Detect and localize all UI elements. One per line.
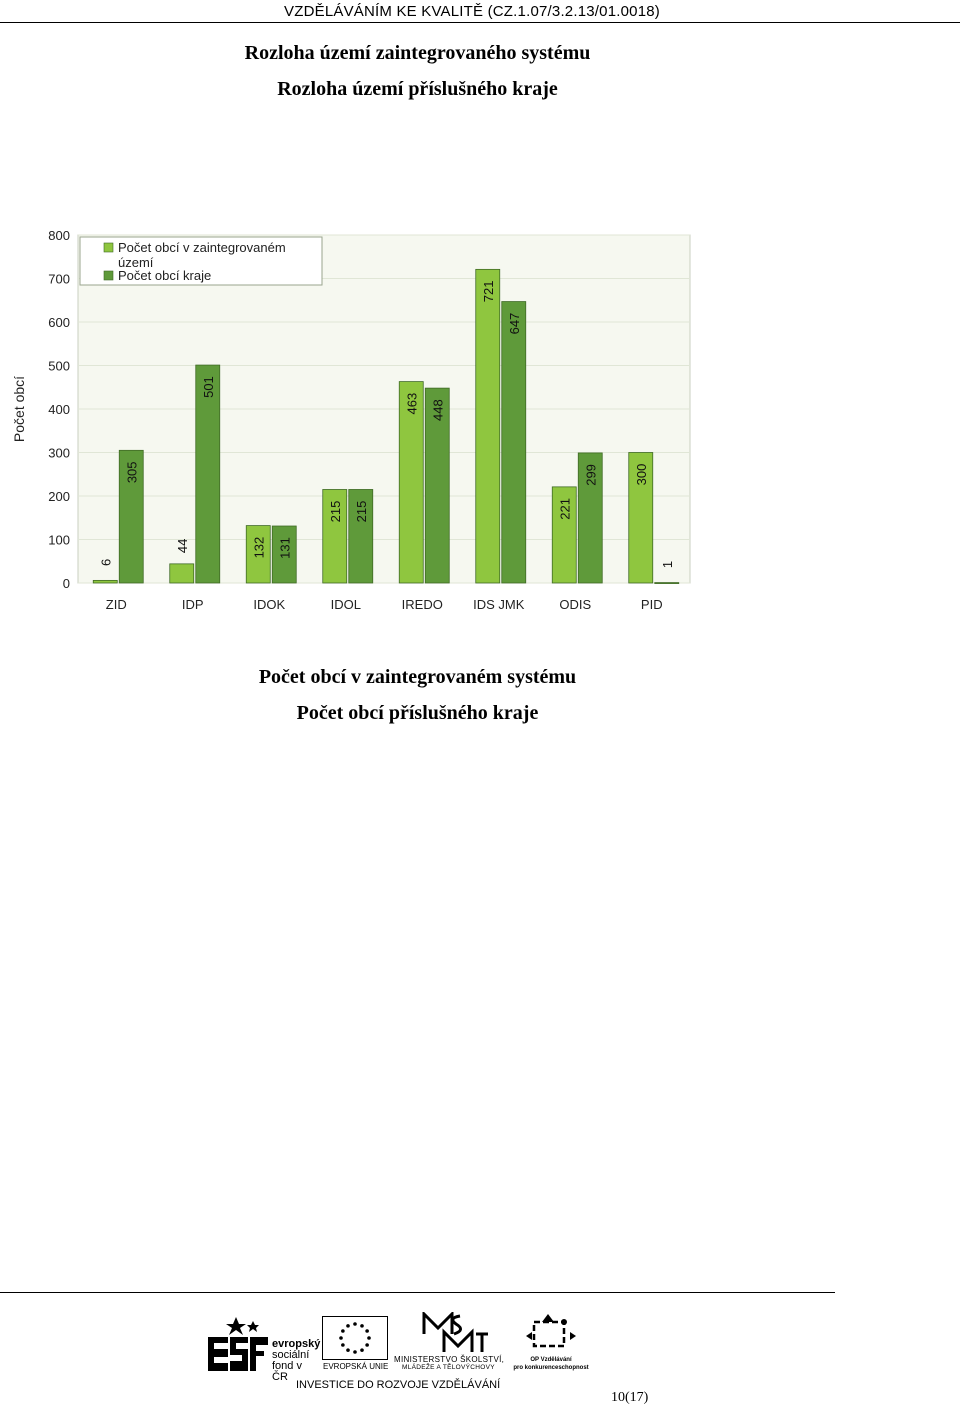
bar-region <box>654 582 680 584</box>
bar-region <box>501 301 527 584</box>
x-tick-label: IDOL <box>331 597 361 612</box>
eu-star-icon <box>367 1336 371 1340</box>
bar-integrated <box>245 525 271 584</box>
x-tick-label: ODIS <box>559 597 591 612</box>
bar-integrated <box>475 268 501 584</box>
caption-line-2: Počet obcí příslušného kraje <box>296 702 539 724</box>
op-text-2: pro konkurenceschopnost <box>513 1365 589 1371</box>
bar-value-label: 44 <box>175 539 190 553</box>
slogan-text: INVESTICE DO ROZVOJE VZDĚLÁVÁNÍ <box>296 1379 501 1391</box>
bar-value-label: 721 <box>481 281 496 303</box>
eu-star-icon <box>346 1348 350 1352</box>
header-project-code: VZDĚLÁVÁNÍM KE KVALITĚ (CZ.1.07/3.2.13/0… <box>284 3 660 20</box>
esf-text-2: sociální <box>272 1349 310 1361</box>
bar-value-label: 448 <box>430 399 445 421</box>
bar-integrated <box>169 563 195 584</box>
y-tick-label: 0 <box>63 576 70 591</box>
y-tick-label: 300 <box>48 446 70 461</box>
bar-integrated <box>322 489 348 584</box>
title-line-1: Rozloha území zaintegrovaného systému <box>244 42 591 64</box>
msmt-text-1: MINISTERSTVO ŠKOLSTVÍ, <box>394 1355 505 1364</box>
x-tick-label: IREDO <box>402 597 443 612</box>
footer-rule <box>0 1292 835 1293</box>
page-number: 10(17) <box>611 1390 649 1405</box>
eu-star-icon <box>365 1343 369 1347</box>
bar-value-label: 1 <box>660 561 675 568</box>
eu-star-icon <box>341 1343 345 1347</box>
bar-value-label: 215 <box>328 501 343 523</box>
legend-swatch-integrated <box>103 242 114 253</box>
eu-star-icon <box>339 1336 343 1340</box>
y-tick-label: 100 <box>48 533 70 548</box>
caption-line-1: Počet obcí v zaintegrovaném systému <box>258 666 577 688</box>
y-tick-label: 400 <box>48 402 70 417</box>
eu-star-icon <box>353 1322 357 1326</box>
x-tick-label: ZID <box>106 597 127 612</box>
bar-integrated <box>92 579 118 584</box>
eu-text: EVROPSKÁ UNIE <box>323 1362 389 1371</box>
title-line-2: Rozloha území příslušného kraje <box>277 78 558 100</box>
bar-value-label: 501 <box>201 376 216 398</box>
eu-star-icon <box>365 1329 369 1333</box>
bar-value-label: 647 <box>507 313 522 335</box>
bar-region <box>271 525 297 584</box>
funding-logos: evropský sociální fond v ČR EVROPSKÁ UNI… <box>0 1312 960 1392</box>
x-tick-label: PID <box>641 597 663 612</box>
bar-value-label: 305 <box>124 461 139 483</box>
eu-star-icon <box>341 1329 345 1333</box>
y-tick-label: 500 <box>48 359 70 374</box>
y-axis-label: Počet obcí <box>11 376 27 442</box>
legend-label-integrated-cont: území <box>118 255 154 270</box>
bar-integrated <box>398 381 424 584</box>
eu-flag-icon <box>322 1316 388 1360</box>
op-vk-logo: OP Vzdělávání pro konkurenceschopnost <box>512 1314 590 1374</box>
eu-logo: EVROPSKÁ UNIE <box>322 1316 392 1372</box>
bar-chart: 0 100 200 300 400 500 600 700 800 Počet obcí 6 305 Z… <box>11 228 691 612</box>
msmt-logo: MINISTERSTVO ŠKOLSTVÍ, MLÁDEŽE A TĚLOVÝC… <box>394 1312 510 1372</box>
legend-box <box>79 236 323 286</box>
header-rule <box>0 22 960 23</box>
y-tick-label: 700 <box>48 272 70 287</box>
eu-star-icon <box>360 1348 364 1352</box>
y-tick-label: 800 <box>48 228 70 243</box>
y-tick-label: 200 <box>48 489 70 504</box>
bar-value-label: 6 <box>98 559 113 566</box>
x-tick-label: IDOK <box>253 597 285 612</box>
bar-value-label: 463 <box>404 393 419 415</box>
bar-value-label: 215 <box>354 501 369 523</box>
bar-value-label: 299 <box>583 464 598 486</box>
eu-star-icon <box>360 1324 364 1328</box>
bar-value-label: 131 <box>277 537 292 559</box>
bar-value-label: 221 <box>557 498 572 520</box>
eu-star-icon <box>346 1324 350 1328</box>
bar-region <box>195 364 221 584</box>
legend-label-region: Počet obcí kraje <box>118 268 211 283</box>
op-mark-icon <box>526 1314 576 1348</box>
bar-integrated <box>551 486 577 584</box>
esf-logo: evropský sociální fond v ČR <box>206 1315 321 1383</box>
bar-value-label: 132 <box>251 537 266 559</box>
legend-swatch-region <box>103 270 114 281</box>
bar-region <box>577 452 603 584</box>
bar-region <box>348 489 374 584</box>
bar-value-label: 300 <box>634 464 649 486</box>
y-tick-label: 600 <box>48 315 70 330</box>
esf-text-1: evropský <box>272 1338 321 1350</box>
eu-star-icon <box>353 1350 357 1354</box>
bar-region <box>424 387 450 584</box>
esf-mark-icon <box>206 1315 270 1373</box>
op-text-1: OP Vzdělávání <box>530 1357 572 1363</box>
msmt-text-2: MLÁDEŽE A TĚLOVÝCHOVY <box>402 1364 495 1371</box>
bar-integrated <box>628 452 654 584</box>
bar-region <box>118 449 144 584</box>
msmt-mark-icon <box>422 1312 488 1352</box>
legend-label-integrated: Počet obcí v zaintegrovaném <box>118 240 286 255</box>
x-tick-label: IDP <box>182 597 204 612</box>
esf-text-3: fond v ČR <box>272 1360 302 1383</box>
x-tick-label: IDS JMK <box>473 597 525 612</box>
